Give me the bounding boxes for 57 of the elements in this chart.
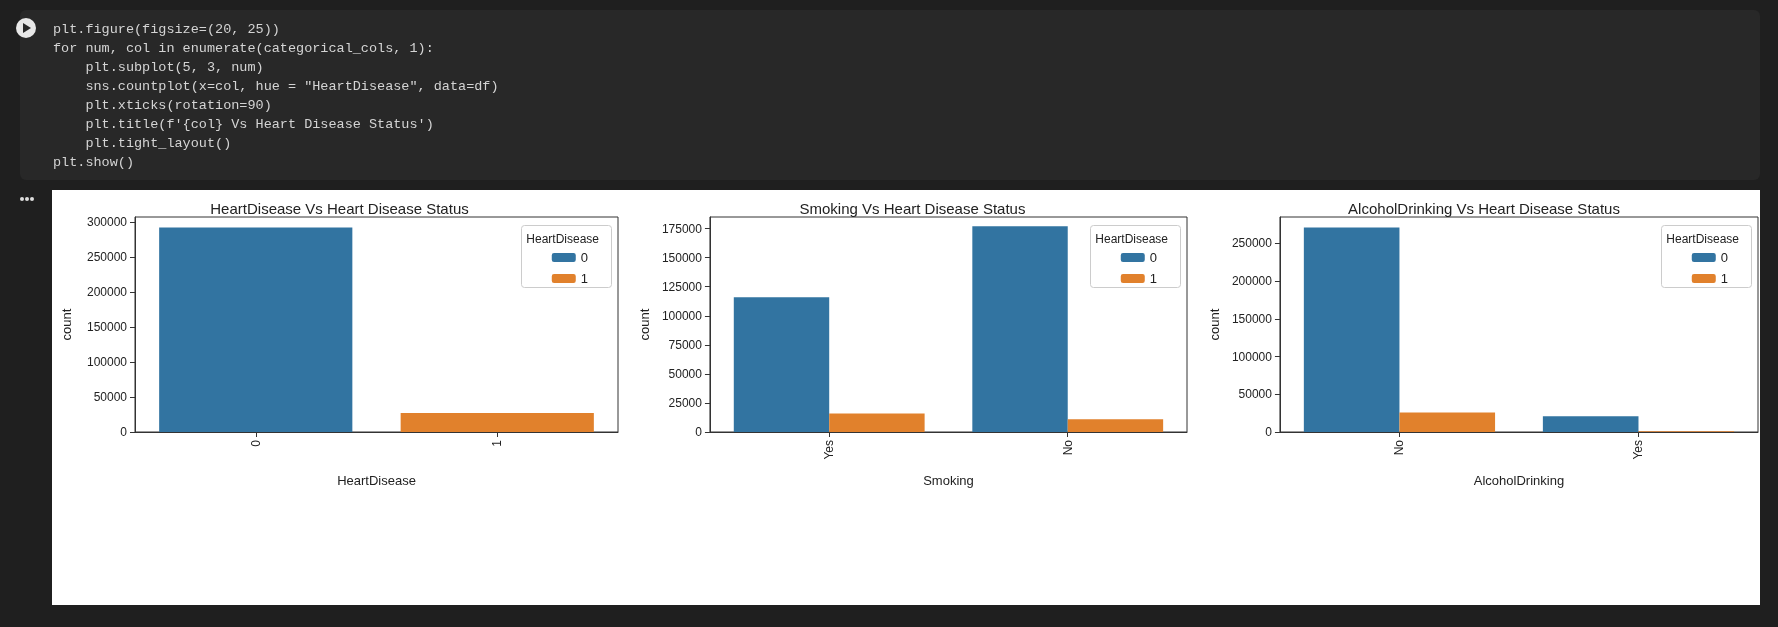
x-axis-title: AlcoholDrinking <box>1473 473 1565 488</box>
legend-title: HeartDisease <box>1095 232 1169 246</box>
x-axis-title: Smoking <box>923 473 974 488</box>
y-tick-label: 125000 <box>661 279 703 294</box>
legend-label: 0 <box>580 250 588 265</box>
chart-title: HeartDisease Vs Heart Disease Status <box>210 200 469 217</box>
text: plt.show() <box>53 155 135 170</box>
y-tick-label: 200000 <box>1231 274 1273 289</box>
y-tick-label: 75000 <box>668 337 703 352</box>
legend-title: HeartDisease <box>526 232 600 246</box>
legend-label: 0 <box>1149 250 1157 265</box>
bar <box>1399 412 1496 432</box>
legend-label: 1 <box>580 271 588 286</box>
bar <box>1067 419 1164 432</box>
bar <box>829 413 925 432</box>
x-tick-label: 1 <box>490 439 505 447</box>
y-tick-label: 100000 <box>661 308 703 323</box>
text: plt.xticks(rotation=90) <box>85 98 272 113</box>
x-tick-label: Yes <box>822 440 837 460</box>
chart-title: Smoking Vs Heart Disease Status <box>799 200 1026 217</box>
y-tick-label: 250000 <box>1231 236 1273 251</box>
x-tick-label: 0 <box>248 439 263 447</box>
y-tick-label: 25000 <box>668 395 703 410</box>
y-tick-label: 250000 <box>86 249 128 264</box>
y-tick-label: 175000 <box>661 221 703 236</box>
y-tick-label: 150000 <box>1231 311 1273 326</box>
y-axis-title: count <box>59 308 74 341</box>
text: for num, col in enumerate(categorical_cols, 1): <box>53 41 434 56</box>
y-tick-label: 50000 <box>1238 387 1273 402</box>
bar <box>1303 227 1400 432</box>
text: plt.subplot(5, 3, num) <box>85 60 264 75</box>
bar <box>1542 416 1639 432</box>
text: sns.countplot(x=col, hue = "HeartDisease", data=df) <box>85 79 499 94</box>
bar <box>972 226 1068 432</box>
y-tick-label: 150000 <box>661 250 703 265</box>
legend-label: 1 <box>1720 271 1728 286</box>
legend-label: 1 <box>1149 271 1157 286</box>
chart-title: AlcoholDrinking Vs Heart Disease Status <box>1348 200 1620 217</box>
y-tick-label: 100000 <box>1231 349 1273 364</box>
bar <box>733 297 830 432</box>
y-axis-title: count <box>1207 308 1222 341</box>
y-tick-label: 200000 <box>86 284 128 299</box>
y-tick-label: 50000 <box>93 389 128 404</box>
x-tick-label: No <box>1060 439 1075 456</box>
y-tick-label: 300000 <box>86 214 128 229</box>
y-tick-label: 50000 <box>668 366 703 381</box>
legend-label: 0 <box>1720 250 1728 265</box>
text: plt.figure(figsize=(20, 25)) <box>53 22 280 37</box>
x-tick-label: Yes <box>1631 440 1646 460</box>
y-axis-title: count <box>637 308 652 341</box>
text: plt.title(f'{col} Vs Heart Disease Status') <box>85 117 434 132</box>
x-axis-title: HeartDisease <box>337 473 416 488</box>
text: plt.tight_layout() <box>85 136 232 151</box>
y-tick-label: 100000 <box>86 354 128 369</box>
x-tick-label: No <box>1392 439 1407 456</box>
legend-title: HeartDisease <box>1666 232 1740 246</box>
y-tick-label: 150000 <box>86 319 128 334</box>
